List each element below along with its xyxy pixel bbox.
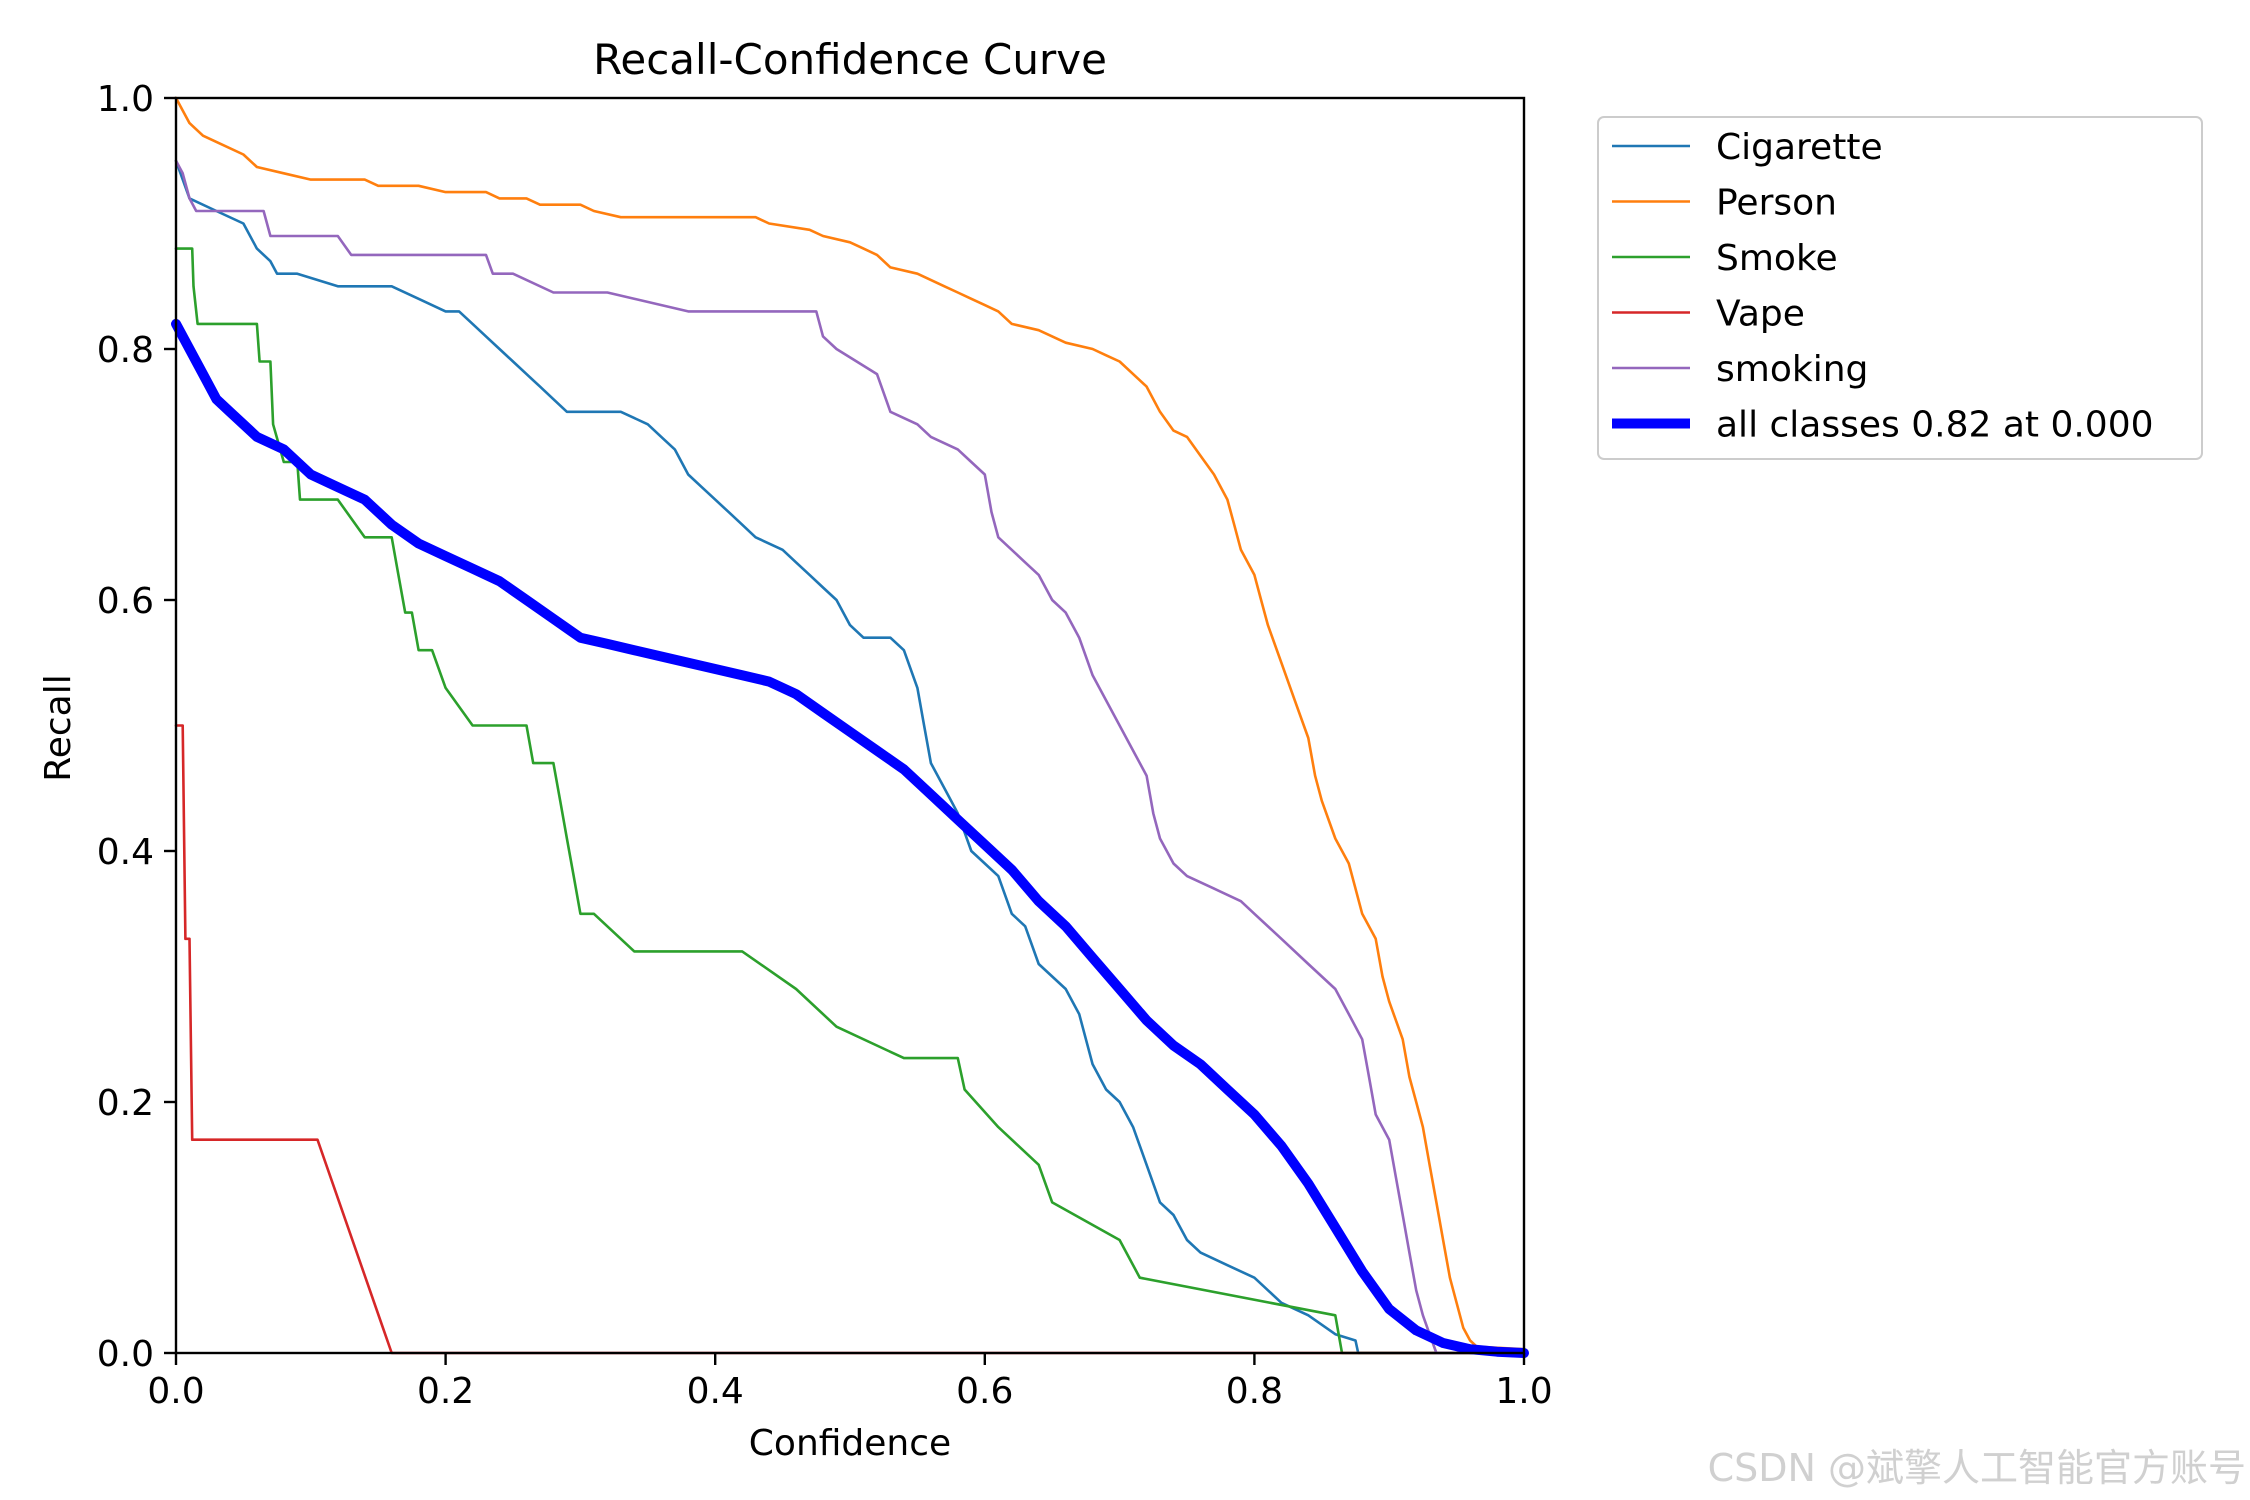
legend-frame xyxy=(1597,116,2203,460)
legend-label: Person xyxy=(1716,183,1837,224)
y-tick-label: 0.6 xyxy=(97,581,154,622)
chart-title: Recall-Confidence Curve xyxy=(593,35,1107,84)
legend: Cigarette Person Smoke Vape smoking all class… xyxy=(1597,116,2203,460)
x-tick-label: 0.8 xyxy=(1226,1371,1283,1412)
legend-label: Vape xyxy=(1716,294,1805,335)
watermark: CSDN @斌擎人工智能官方账号 xyxy=(1707,1446,2246,1490)
y-tick-label: 0.8 xyxy=(97,330,154,371)
series-line-vape xyxy=(174,724,1526,1355)
x-tick-label: 0.0 xyxy=(147,1371,204,1412)
y-axis-ticks: 0.0 0.2 0.4 0.6 0.8 1.0 xyxy=(97,79,176,1375)
y-axis-label: Recall xyxy=(38,674,79,781)
x-tick-label: 0.6 xyxy=(956,1371,1013,1412)
y-tick-label: 0.4 xyxy=(97,832,154,873)
legend-label: smoking xyxy=(1716,349,1868,390)
series-line-person xyxy=(174,96,1526,1351)
x-axis-ticks: 0.0 0.2 0.4 0.6 0.8 1.0 xyxy=(147,1353,1553,1412)
legend-label: all classes 0.82 at 0.000 xyxy=(1716,405,2154,446)
x-tick-label: 0.2 xyxy=(417,1371,474,1412)
series-line-smoke xyxy=(174,247,1526,1355)
series-group xyxy=(171,96,1529,1358)
x-axis-label: Confidence xyxy=(749,1423,951,1464)
series-line-all xyxy=(171,318,1529,1358)
y-tick-label: 0.0 xyxy=(97,1334,154,1375)
y-tick-label: 1.0 xyxy=(97,79,154,120)
legend-label: Smoke xyxy=(1716,238,1838,279)
legend-label: Cigarette xyxy=(1716,127,1883,168)
series-line-smoking xyxy=(174,159,1526,1355)
series-line-cigarette xyxy=(174,159,1526,1355)
x-tick-label: 1.0 xyxy=(1495,1371,1552,1412)
plot-area-frame xyxy=(174,96,1526,1355)
y-tick-label: 0.2 xyxy=(97,1083,154,1124)
x-tick-label: 0.4 xyxy=(687,1371,744,1412)
